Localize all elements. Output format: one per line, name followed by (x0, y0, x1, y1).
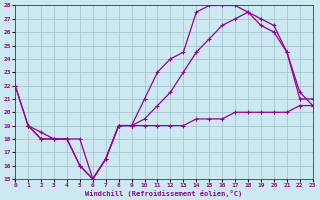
X-axis label: Windchill (Refroidissement éolien,°C): Windchill (Refroidissement éolien,°C) (85, 190, 243, 197)
